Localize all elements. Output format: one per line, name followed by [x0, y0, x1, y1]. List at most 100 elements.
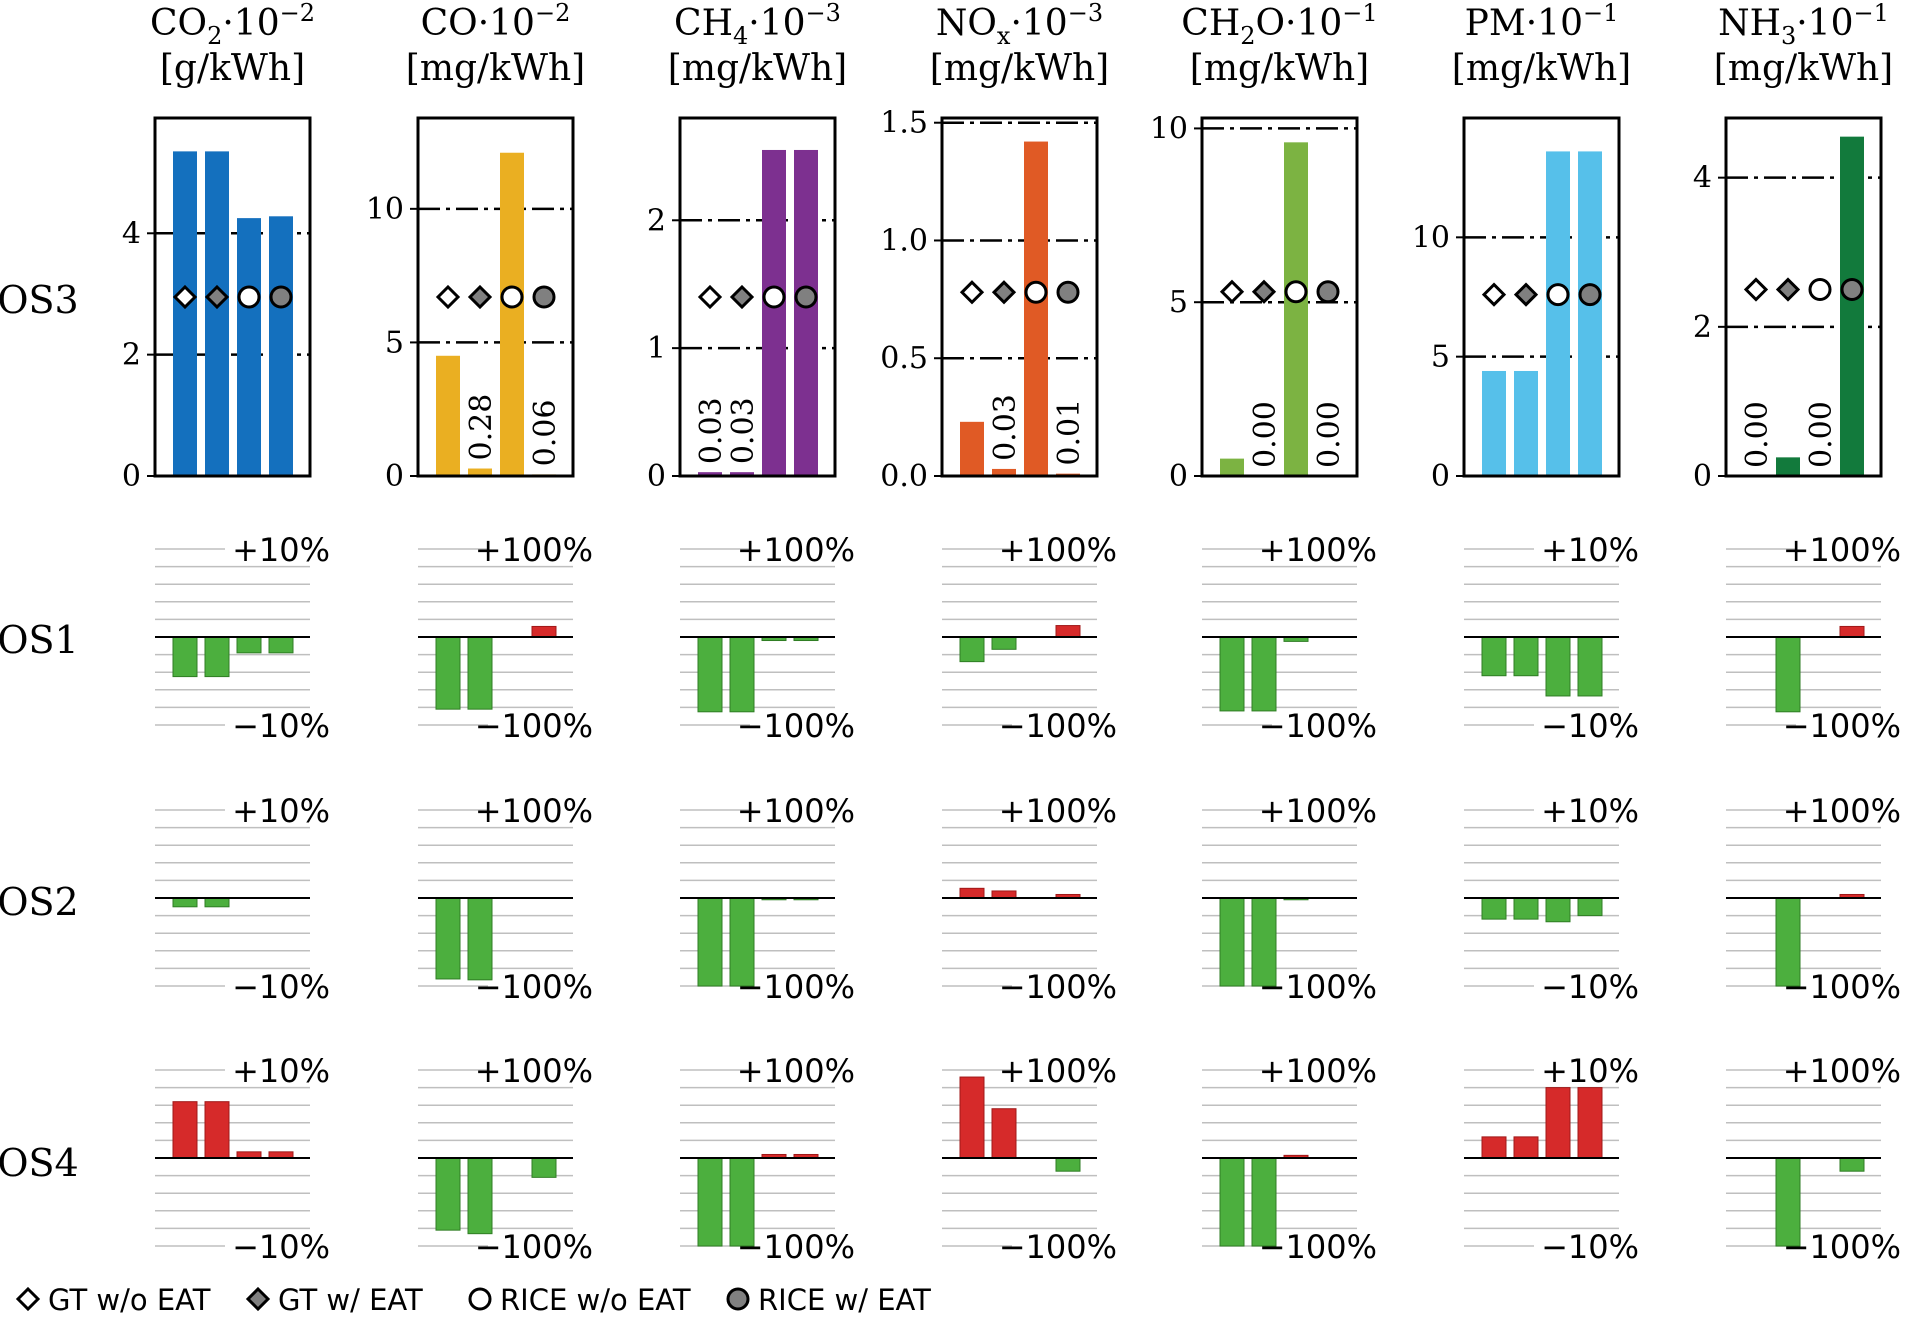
panel-unit: [mg/kWh] — [1452, 48, 1631, 89]
y-tick-label: 4 — [122, 216, 141, 251]
change-panel-os4: +100% −100% — [418, 1052, 593, 1266]
title-exponent: −3 — [806, 0, 841, 27]
legend-circle-icon — [726, 1287, 750, 1311]
bar-decrease — [1219, 1157, 1245, 1247]
bar-decrease — [697, 897, 723, 987]
pct-max-label: +100% — [737, 792, 855, 830]
bar-increase — [1513, 1136, 1539, 1159]
change-panel-os1: +100% −100% — [1726, 531, 1901, 745]
marker-diamond — [1743, 277, 1769, 302]
bar-os3 — [1546, 151, 1570, 476]
title-exponent: −3 — [1068, 0, 1103, 27]
pct-min-label: −100% — [1259, 707, 1377, 745]
title-scale: ·10 — [1796, 3, 1853, 44]
bar-decrease — [1251, 636, 1277, 712]
pct-min-label: −10% — [1541, 1228, 1639, 1266]
legend-circle-icon — [468, 1287, 492, 1311]
legend-label: GT w/ EAT — [278, 1283, 423, 1317]
bar-decrease — [697, 1157, 723, 1247]
bar-increase — [1577, 1087, 1603, 1159]
legend-diamond-icon — [15, 1286, 41, 1312]
marker-diamond — [959, 280, 985, 305]
bar-decrease — [435, 1157, 461, 1231]
pct-max-label: +100% — [475, 531, 593, 569]
bar-decrease — [1513, 897, 1539, 920]
title-base: CH — [1181, 3, 1240, 44]
bar-decrease — [172, 636, 198, 678]
panel-unit: [g/kWh] — [160, 48, 305, 89]
pct-max-label: +100% — [999, 531, 1117, 569]
bar-increase — [172, 1101, 198, 1159]
bar-os3 — [1514, 370, 1538, 476]
change-panel-os2: +100% −100% — [1202, 792, 1377, 1006]
marker-circle — [794, 285, 818, 309]
bar-decrease — [991, 636, 1017, 650]
y-tick-label: 10 — [1412, 220, 1450, 255]
bar-value-label: 0.06 — [528, 400, 563, 467]
bar-increase — [991, 1108, 1017, 1159]
bar-os3 — [794, 149, 818, 476]
change-panel-os1: +100% −100% — [1202, 531, 1377, 745]
y-tick-label: 5 — [1431, 340, 1450, 375]
bar-increase — [1545, 1087, 1571, 1159]
plot-frame — [678, 116, 837, 478]
pct-max-label: +100% — [1259, 792, 1377, 830]
pct-max-label: +100% — [1259, 531, 1377, 569]
change-panel-os1: +10% −10% — [155, 531, 330, 745]
bar-increase — [1055, 625, 1081, 638]
title-subscript: 2 — [207, 22, 222, 50]
marker-diamond — [435, 284, 461, 310]
legend-label: GT w/o EAT — [48, 1283, 211, 1317]
bar-os3 — [468, 468, 492, 476]
marker-circle — [500, 285, 524, 309]
marker-diamond — [1513, 282, 1539, 307]
pct-min-label: −100% — [737, 707, 855, 745]
marker-diamond — [1251, 279, 1277, 304]
bar-os3 — [960, 421, 984, 476]
row-label-os2: OS2 — [0, 880, 79, 924]
bar-decrease — [435, 636, 461, 710]
bar-decrease — [697, 636, 723, 713]
bar-increase — [531, 625, 557, 638]
change-panel-os1: +100% −100% — [942, 531, 1117, 745]
pct-min-label: −100% — [999, 968, 1117, 1006]
pct-max-label: +10% — [232, 792, 330, 830]
bar-decrease — [172, 897, 198, 908]
y-tick-label: 5 — [385, 325, 404, 360]
change-panel-os4: +100% −100% — [680, 1052, 855, 1266]
change-panel-os4: +100% −100% — [942, 1052, 1117, 1266]
row-label-os1: OS1 — [0, 618, 79, 662]
marker-diamond — [467, 284, 493, 310]
panel-pm: PM·10−1[mg/kWh]0510+10%−10%+10%−10%+10%−… — [1412, 0, 1639, 1266]
title-scale: O·10 — [1256, 3, 1343, 44]
bar-decrease — [729, 1157, 755, 1247]
pct-min-label: −100% — [1783, 1228, 1901, 1266]
bar-value-label: 0.00 — [1312, 401, 1347, 468]
bar-increase — [991, 890, 1017, 899]
bar-os3 — [173, 151, 197, 477]
marker-circle — [1316, 280, 1340, 304]
marker-circle — [762, 285, 786, 309]
pct-min-label: −100% — [1783, 968, 1901, 1006]
y-tick-label: 0 — [122, 459, 141, 494]
bar-os3 — [992, 468, 1016, 476]
y-tick-label: 2 — [122, 338, 141, 373]
bar-decrease — [1775, 636, 1801, 713]
y-tick-label: 1.0 — [880, 223, 928, 258]
bar-increase — [1839, 625, 1865, 638]
pct-max-label: +100% — [475, 792, 593, 830]
pct-min-label: −100% — [999, 1228, 1117, 1266]
title-subscript: 2 — [1240, 22, 1255, 50]
bar-increase — [1481, 1136, 1507, 1159]
bar-value-label: 0.03 — [726, 397, 761, 464]
bar-os3 — [1578, 151, 1602, 476]
bar-decrease — [435, 897, 461, 980]
pct-max-label: +100% — [1259, 1052, 1377, 1090]
pct-min-label: −10% — [232, 968, 330, 1006]
plot-frame — [153, 116, 312, 478]
title-scale: ·10 — [1010, 3, 1067, 44]
pct-max-label: +100% — [475, 1052, 593, 1090]
bar-value-label: 0.01 — [1052, 399, 1087, 466]
y-tick-label: 0.5 — [880, 341, 928, 376]
pct-max-label: +10% — [1541, 792, 1639, 830]
